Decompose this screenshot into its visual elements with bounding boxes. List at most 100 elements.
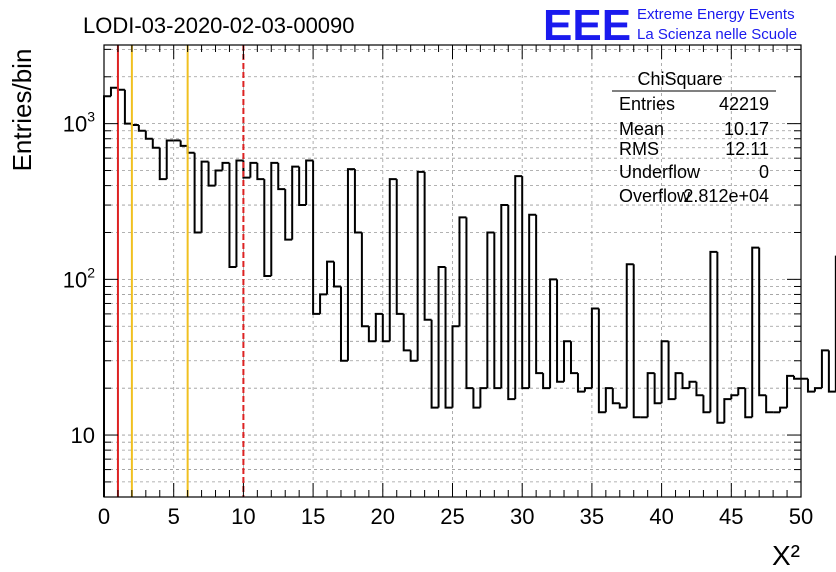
x-tick-label: 15 <box>301 504 325 529</box>
histogram-bin <box>514 175 523 400</box>
histogram-bin <box>249 161 258 178</box>
histogram-bin <box>653 373 662 405</box>
histogram-bin <box>333 261 341 288</box>
histogram-bin <box>326 260 335 295</box>
histogram-bin <box>151 138 160 149</box>
y-tick-label: 102 <box>63 264 95 292</box>
histogram-bin <box>430 319 439 409</box>
histogram-bin <box>381 313 390 343</box>
eee-logo-mark: EEE <box>543 1 631 50</box>
histogram-bin <box>228 162 237 269</box>
histogram-bin <box>716 251 725 424</box>
stats-entries-label: Entries <box>619 94 675 114</box>
eee-logo-line1: Extreme Energy Events <box>637 6 795 23</box>
histogram-bin <box>709 250 718 413</box>
histogram-bin <box>109 86 118 97</box>
stats-rms-label: RMS <box>619 139 659 159</box>
y-axis-label: Entries/bin <box>7 49 37 172</box>
histogram-bin <box>486 231 495 389</box>
histogram-bin <box>256 162 265 181</box>
histogram-bin <box>221 161 230 171</box>
histogram-bin <box>806 378 815 393</box>
histogram-bin <box>549 278 558 389</box>
histogram-bin <box>660 340 669 404</box>
histogram-bin <box>388 178 397 342</box>
histogram-bin <box>277 162 286 191</box>
histogram-bin <box>744 388 753 419</box>
histogram-bin <box>583 387 592 392</box>
histogram-bin <box>402 313 411 352</box>
histogram-bin <box>409 350 418 362</box>
y-tick-base: 10 <box>71 423 95 448</box>
histogram-bin <box>751 246 760 418</box>
histogram-bin <box>827 350 836 393</box>
histogram-bin <box>674 372 683 400</box>
stats-entries-value: 42219 <box>719 94 769 114</box>
stats-underflow-label: Underflow <box>619 162 701 182</box>
histogram-bin <box>758 247 767 397</box>
x-tick-label: 10 <box>231 504 255 529</box>
x-tick-label: 0 <box>98 504 110 529</box>
histogram-bin <box>521 176 530 390</box>
histogram-bin <box>367 326 376 343</box>
histogram-bin <box>437 266 446 408</box>
histogram-bin <box>723 398 732 423</box>
y-tick-exponent: 2 <box>87 264 95 280</box>
histogram-bin <box>597 308 606 414</box>
x-tick-label: 20 <box>371 504 395 529</box>
stats-title: ChiSquare <box>637 69 722 89</box>
histogram-bin <box>695 381 704 397</box>
histogram-bin <box>444 267 453 409</box>
histogram-bin <box>779 406 788 413</box>
y-tick-base: 10 <box>63 112 87 137</box>
histogram-bin <box>123 89 132 125</box>
x-tick-label: 25 <box>440 504 464 529</box>
histogram-bin <box>563 340 571 382</box>
histogram-bin <box>158 147 167 181</box>
histogram-bin <box>632 264 641 419</box>
histogram-bin <box>416 170 425 361</box>
histogram-bin <box>688 380 697 389</box>
stats-mean-label: Mean <box>619 119 664 139</box>
stats-box: ChiSquare Entries 42219 Mean 10.17 RMS 1… <box>612 69 776 206</box>
y-tick-exponent: 3 <box>87 109 95 125</box>
histogram-bin <box>165 139 174 180</box>
histogram-bin <box>535 214 544 375</box>
x-tick-label: 35 <box>580 504 604 529</box>
histogram-bin <box>200 160 209 233</box>
x-tick-label: 50 <box>789 504 813 529</box>
histogram-bin <box>179 140 188 147</box>
histogram-bin <box>214 169 223 186</box>
histogram-bin <box>786 374 795 408</box>
x-tick-label: 30 <box>510 504 534 529</box>
histogram-bin <box>730 394 739 400</box>
histogram-bin <box>193 152 202 234</box>
histogram-bin <box>360 232 369 328</box>
histogram-bin <box>144 130 153 140</box>
histogram-bin <box>556 279 565 383</box>
histogram-bin <box>590 307 599 389</box>
histogram-bin <box>374 312 383 342</box>
histogram-bin <box>395 179 404 315</box>
histogram-bin <box>493 232 502 390</box>
histogram-bin <box>451 325 460 408</box>
histogram-bin <box>820 349 829 389</box>
histogram-bin <box>618 403 627 409</box>
histogram-bin <box>458 216 467 327</box>
x-axis-label: X² <box>772 540 800 571</box>
histogram-bin <box>319 293 328 314</box>
stats-underflow-value: 0 <box>759 162 769 182</box>
histogram-bin <box>569 341 578 375</box>
histogram-bin <box>235 159 244 268</box>
histogram-bin <box>611 388 620 405</box>
histogram-bin <box>312 160 321 315</box>
histogram-bin <box>681 373 690 390</box>
histogram-bin <box>284 189 293 241</box>
histogram-bin <box>298 166 307 207</box>
histogram-bin <box>737 387 746 396</box>
eee-logo-line2: La Scienza nelle Scuole <box>637 26 797 43</box>
x-tick-label: 40 <box>649 504 673 529</box>
histogram-bin <box>465 217 474 390</box>
x-tick-label: 5 <box>168 504 180 529</box>
